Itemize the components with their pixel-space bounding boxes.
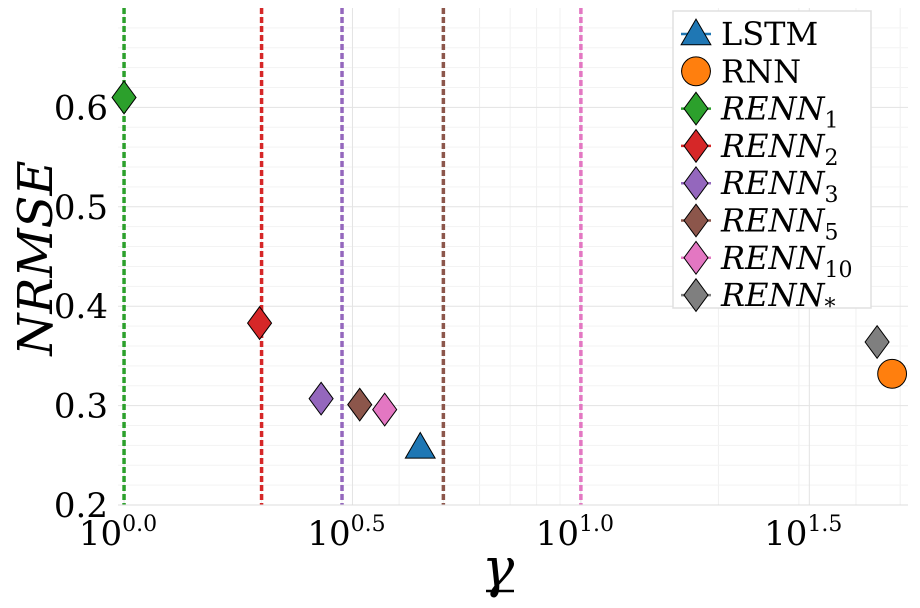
- data-point: [877, 358, 908, 389]
- legend-label: LSTM: [721, 15, 818, 53]
- legend-marker: [683, 166, 709, 201]
- data-point: [308, 381, 334, 416]
- x-axis-label: γ: [482, 536, 515, 599]
- legend-label: RENN*: [720, 276, 835, 320]
- legend-marker: [683, 277, 709, 313]
- data-point: [111, 80, 137, 115]
- legend-label: RENN3: [720, 164, 838, 208]
- x-tick-label: 100.0: [79, 512, 157, 554]
- legend-label: RENN2: [720, 127, 838, 171]
- data-points: [111, 80, 908, 459]
- axes: 100.0 100.5 101.0 101.5 0.2 0.3 0.4 0.5 0.6: [54, 88, 908, 554]
- y-tick-label: 0.5: [54, 188, 108, 228]
- y-tick-label: 0.2: [54, 486, 108, 526]
- legend-marker: [683, 203, 709, 238]
- x-tick-label: 100.5: [307, 512, 385, 554]
- legend-label: RENN10: [720, 239, 852, 283]
- y-tick-label: 0.4: [54, 287, 108, 327]
- legend-marker: [680, 18, 712, 46]
- legend-marker: [683, 128, 709, 164]
- data-point: [347, 387, 373, 422]
- x-tick-label: 101.0: [536, 512, 614, 554]
- data-point: [404, 431, 436, 459]
- legend-label: RNN: [721, 52, 801, 90]
- legend-marker: [683, 240, 709, 275]
- y-axis-label: NRMSE: [8, 160, 64, 356]
- legend-marker: [681, 56, 711, 87]
- y-tick-label: 0.3: [54, 387, 108, 427]
- legend-marker: [683, 91, 709, 126]
- legend-label: RENN1: [720, 90, 838, 134]
- data-point: [246, 305, 273, 341]
- data-point: [864, 324, 890, 360]
- y-tick-label: 0.6: [54, 88, 108, 128]
- legend-label: RENN5: [720, 202, 838, 246]
- x-tick-label: 101.5: [764, 512, 842, 554]
- data-point: [372, 392, 398, 427]
